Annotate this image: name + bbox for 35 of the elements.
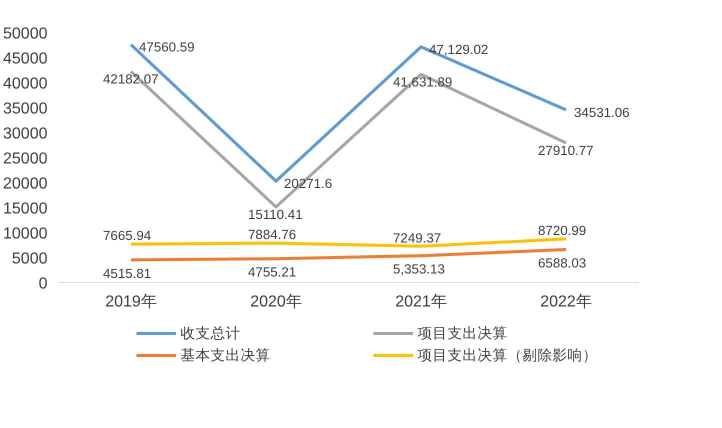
y-tick-label: 25000 xyxy=(3,150,48,168)
x-tick-label: 2020年 xyxy=(250,294,302,310)
data-label: 4755.21 xyxy=(248,264,296,280)
legend-label: 项目支出决算（剔除影响） xyxy=(418,346,598,364)
data-label: 20271.6 xyxy=(284,176,332,192)
data-label: 27910.77 xyxy=(538,142,594,158)
data-label: 42182.07 xyxy=(103,72,159,87)
data-label: 15110.41 xyxy=(248,206,303,222)
data-label: 7665.94 xyxy=(103,228,152,244)
y-tick-label: 20000 xyxy=(3,176,48,192)
data-label: 7249.37 xyxy=(393,230,442,246)
y-tick-label: 10000 xyxy=(3,226,48,242)
data-label: 41,631.89 xyxy=(393,74,452,90)
x-tick-label: 2022年 xyxy=(540,294,592,310)
y-tick-label: 45000 xyxy=(3,50,48,68)
data-label: 8720.99 xyxy=(538,222,586,238)
data-label: 5,353.13 xyxy=(393,262,445,277)
data-label: 7884.76 xyxy=(248,227,296,242)
y-tick-label: 0 xyxy=(38,276,48,292)
legend-label: 收支总计 xyxy=(180,324,242,342)
data-label: 34531.06 xyxy=(574,104,630,120)
y-tick-label: 5000 xyxy=(12,250,48,268)
data-label: 47,129.02 xyxy=(429,42,488,57)
legend-label: 项目支出决算 xyxy=(418,324,508,342)
y-tick-label: 50000 xyxy=(3,26,48,42)
legend-label: 基本支出决算 xyxy=(180,346,272,364)
data-label: 47560.59 xyxy=(139,40,195,55)
y-tick-label: 40000 xyxy=(3,76,48,92)
y-tick-label: 15000 xyxy=(3,200,48,218)
x-tick-label: 2019年 xyxy=(105,294,157,310)
y-tick-label: 35000 xyxy=(3,100,48,118)
data-label: 4515.81 xyxy=(103,266,152,281)
data-label: 6588.03 xyxy=(538,256,586,271)
y-tick-label: 30000 xyxy=(3,126,48,142)
x-tick-label: 2021年 xyxy=(395,294,447,310)
